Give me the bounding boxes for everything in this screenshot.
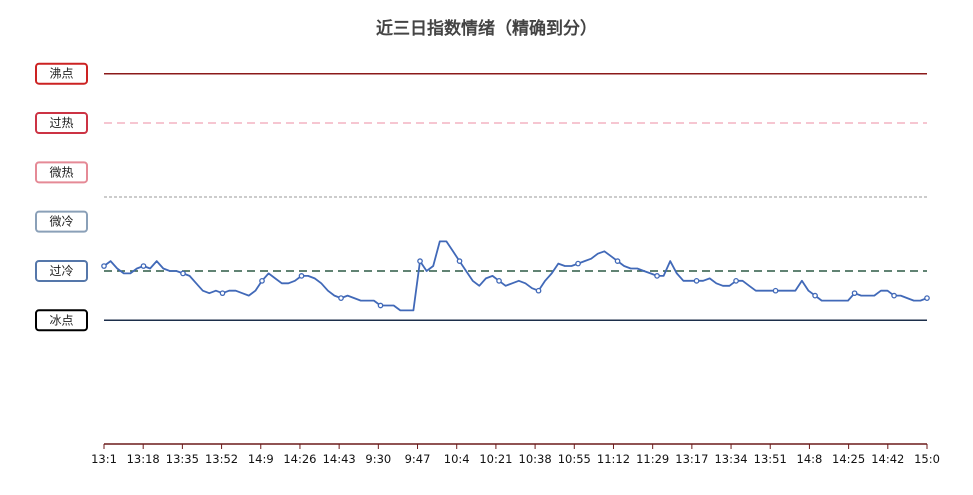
- data-point-0-66: [535, 287, 542, 294]
- chart-title: 近三日指数情绪（精确到分）: [376, 19, 597, 39]
- data-point-0-48: [417, 258, 423, 264]
- level-label-5: 冰点: [49, 313, 73, 327]
- level-label-box-1: [35, 112, 88, 135]
- x-tick-label-8: 9:47: [405, 452, 431, 466]
- data-point-0-6: [140, 263, 147, 269]
- level-label-box-2: [35, 161, 88, 184]
- data-point-0-102: [772, 287, 779, 294]
- x-tick-label-12: 10:55: [558, 452, 591, 466]
- x-tick-label-16: 13:34: [714, 452, 747, 466]
- data-point-0-54: [456, 258, 463, 264]
- x-tick-label-11: 10:38: [519, 452, 552, 466]
- data-point-0-30: [298, 273, 305, 279]
- x-tick-label-1: 13:18: [127, 452, 160, 466]
- level-label-box-3: [35, 210, 88, 233]
- x-tick-label-17: 13:51: [754, 452, 787, 466]
- data-point-0-120: [891, 292, 897, 299]
- data-point-0-12: [180, 270, 186, 277]
- x-tick-label-21: 15:0: [914, 452, 940, 466]
- data-point-0-108: [812, 292, 818, 299]
- x-tick-label-18: 14:8: [797, 452, 823, 466]
- data-point-0-125: [924, 295, 930, 301]
- x-tick-label-20: 14:42: [871, 452, 904, 466]
- level-label-2: 微热: [49, 165, 73, 179]
- data-point-0-0: [101, 263, 107, 269]
- level-label-4: 过冷: [49, 264, 73, 278]
- data-point-0-84: [654, 273, 660, 279]
- level-label-box-0: [35, 62, 88, 85]
- data-point-0-72: [575, 260, 581, 267]
- x-tick-label-0: 13:1: [91, 452, 117, 466]
- x-tick-label-14: 11:29: [636, 452, 669, 466]
- data-point-0-96: [733, 277, 739, 284]
- x-tick-label-6: 14:43: [323, 452, 356, 466]
- level-label-1: 过热: [49, 116, 73, 130]
- data-point-0-90: [693, 277, 700, 284]
- x-tick-label-5: 14:26: [283, 452, 316, 466]
- x-tick-label-15: 13:17: [675, 452, 708, 466]
- data-point-0-114: [851, 290, 858, 297]
- data-point-0-36: [338, 295, 344, 301]
- level-label-box-5: [35, 309, 88, 332]
- x-tick-label-13: 11:12: [597, 452, 630, 466]
- data-point-0-24: [259, 277, 265, 284]
- data-point-0-78: [614, 258, 621, 264]
- x-tick-label-3: 13:52: [205, 452, 238, 466]
- x-tick-label-7: 9:30: [365, 452, 391, 466]
- level-label-0: 沸点: [49, 67, 73, 81]
- x-tick-label-2: 13:35: [166, 452, 199, 466]
- data-point-0-42: [377, 302, 384, 309]
- data-point-0-18: [219, 290, 226, 297]
- level-label-box-4: [35, 259, 88, 282]
- x-tick-label-4: 14:9: [248, 452, 274, 466]
- level-label-3: 微冷: [49, 215, 73, 229]
- series-line-0: [103, 240, 928, 312]
- x-tick-label-10: 10:21: [479, 452, 512, 466]
- data-point-0-60: [496, 277, 502, 284]
- x-tick-label-9: 10:4: [444, 452, 470, 466]
- x-tick-label-19: 14:25: [832, 452, 865, 466]
